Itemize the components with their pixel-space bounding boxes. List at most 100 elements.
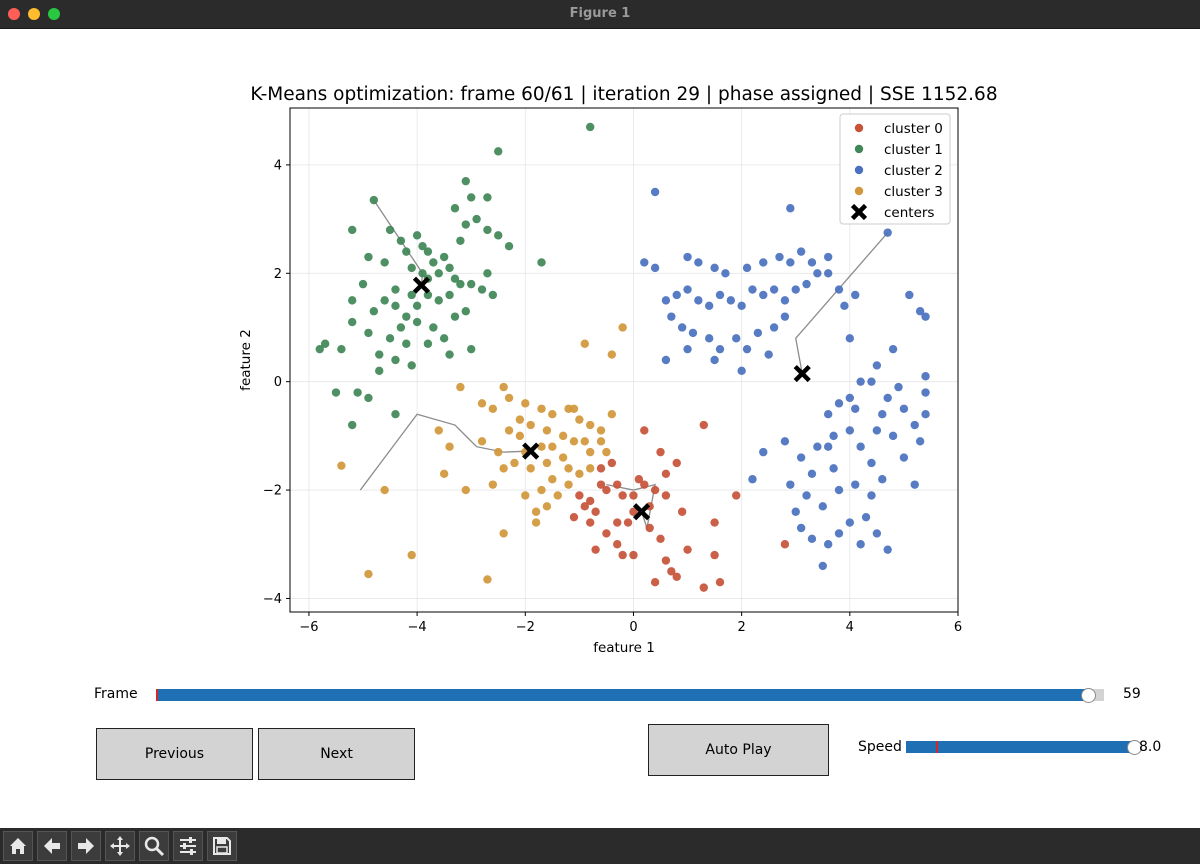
cluster-2-point bbox=[813, 442, 822, 451]
cluster-2-point bbox=[829, 431, 838, 441]
zoom-window-button[interactable] bbox=[48, 8, 60, 20]
cluster-0-point bbox=[640, 426, 649, 435]
cluster-2-point bbox=[796, 247, 806, 256]
cluster-1-point bbox=[348, 225, 357, 235]
cluster-0-point bbox=[591, 507, 600, 516]
cluster-1-point bbox=[369, 195, 379, 205]
cluster-2-point bbox=[856, 540, 865, 549]
pan-icon[interactable] bbox=[105, 831, 135, 861]
cluster-0-point bbox=[607, 458, 617, 468]
cluster-3-point bbox=[607, 409, 617, 419]
cluster-3-point bbox=[477, 399, 487, 408]
save-icon[interactable] bbox=[207, 831, 237, 861]
cluster-1-point bbox=[488, 290, 498, 300]
cluster-2-point bbox=[867, 491, 876, 500]
cluster-2-point bbox=[872, 426, 882, 435]
cluster-1-point bbox=[434, 269, 443, 278]
next-button[interactable]: Next bbox=[258, 728, 415, 780]
x-tick-label: 6 bbox=[954, 620, 962, 635]
cluster-2-point bbox=[704, 334, 714, 343]
cluster-1-point bbox=[348, 420, 357, 430]
speed-value: 8.0 bbox=[1139, 739, 1162, 755]
legend-marker bbox=[850, 203, 868, 221]
frame-slider-handle[interactable] bbox=[1081, 687, 1097, 703]
close-window-button[interactable] bbox=[8, 8, 20, 20]
cluster-2-point bbox=[732, 334, 741, 343]
cluster-0-point bbox=[623, 518, 633, 527]
cluster-1-point bbox=[402, 339, 411, 348]
cluster-0-point bbox=[661, 469, 671, 479]
cluster-3-point bbox=[569, 437, 579, 446]
cluster-3-point bbox=[456, 382, 465, 392]
cluster-3-point bbox=[499, 464, 508, 473]
home-icon[interactable] bbox=[3, 831, 33, 861]
cluster-1-point bbox=[423, 339, 433, 348]
cluster-2-point bbox=[807, 258, 817, 267]
cluster-2-point bbox=[856, 442, 865, 451]
cluster-3-point bbox=[434, 426, 443, 435]
cluster-2-point bbox=[867, 458, 876, 468]
cluster-2-point bbox=[786, 204, 795, 213]
cluster-2-point bbox=[823, 409, 833, 419]
cluster-2-point bbox=[710, 355, 719, 365]
cluster-2-point bbox=[759, 258, 768, 267]
cluster-3-point bbox=[526, 420, 535, 430]
navigation-toolbar bbox=[0, 828, 1200, 864]
cluster-1-point bbox=[385, 225, 395, 235]
cluster-3-point bbox=[585, 447, 595, 457]
cluster-1-point bbox=[456, 236, 465, 245]
auto-play-button[interactable]: Auto Play bbox=[648, 724, 829, 776]
cluster-center-marker bbox=[632, 503, 651, 521]
chart-title: K-Means optimization: frame 60/61 | iter… bbox=[250, 84, 997, 105]
cluster-2-point bbox=[915, 437, 925, 446]
cluster-2-point bbox=[840, 301, 849, 311]
cluster-0-point bbox=[650, 577, 660, 587]
cluster-0-point bbox=[732, 491, 741, 500]
cluster-2-point bbox=[769, 323, 779, 332]
zoom-icon[interactable] bbox=[139, 831, 169, 861]
cluster-0-point bbox=[613, 540, 622, 549]
cluster-1-point bbox=[585, 122, 595, 132]
cluster-2-point bbox=[921, 372, 930, 381]
cluster-3-point bbox=[548, 475, 557, 484]
cluster-1-point bbox=[407, 361, 416, 370]
frame-slider[interactable] bbox=[156, 687, 1104, 703]
cluster-2-point bbox=[661, 355, 671, 365]
center-trajectory bbox=[359, 413, 531, 491]
cluster-3-point bbox=[531, 507, 541, 516]
configure-subplots-icon[interactable] bbox=[173, 831, 203, 861]
cluster-2-point bbox=[683, 252, 692, 262]
cluster-2-point bbox=[710, 263, 719, 273]
minimize-window-button[interactable] bbox=[28, 8, 40, 20]
forward-arrow-icon[interactable] bbox=[71, 831, 101, 861]
cluster-1-point bbox=[423, 290, 433, 300]
cluster-2-point bbox=[650, 263, 660, 273]
cluster-2-point bbox=[694, 258, 703, 267]
cluster-3-point bbox=[580, 339, 589, 348]
cluster-2-point bbox=[640, 258, 649, 267]
cluster-1-point bbox=[412, 231, 422, 240]
cluster-1-point bbox=[423, 247, 433, 256]
cluster-1-point bbox=[348, 296, 357, 305]
cluster-2-point bbox=[851, 290, 860, 300]
cluster-0-point bbox=[672, 458, 681, 468]
cluster-2-point bbox=[823, 252, 833, 262]
cluster-0-point bbox=[645, 523, 654, 533]
previous-button[interactable]: Previous bbox=[96, 728, 253, 780]
speed-slider-handle[interactable] bbox=[1127, 739, 1142, 755]
cluster-1-point bbox=[429, 323, 438, 332]
cluster-2-point bbox=[748, 475, 757, 484]
speed-slider[interactable] bbox=[906, 739, 1142, 755]
cluster-2-point bbox=[769, 285, 779, 294]
cluster-2-point bbox=[861, 512, 871, 522]
cluster-3-point bbox=[585, 420, 595, 430]
back-arrow-icon[interactable] bbox=[37, 831, 67, 861]
center-trajectory bbox=[373, 199, 424, 286]
x-tick-label: 0 bbox=[629, 620, 637, 635]
cluster-2-point bbox=[823, 442, 833, 451]
cluster-2-point bbox=[786, 480, 795, 489]
cluster-0-point bbox=[640, 480, 649, 489]
cluster-2-point bbox=[883, 228, 892, 237]
cluster-1-point bbox=[445, 290, 454, 300]
cluster-2-point bbox=[872, 529, 882, 538]
